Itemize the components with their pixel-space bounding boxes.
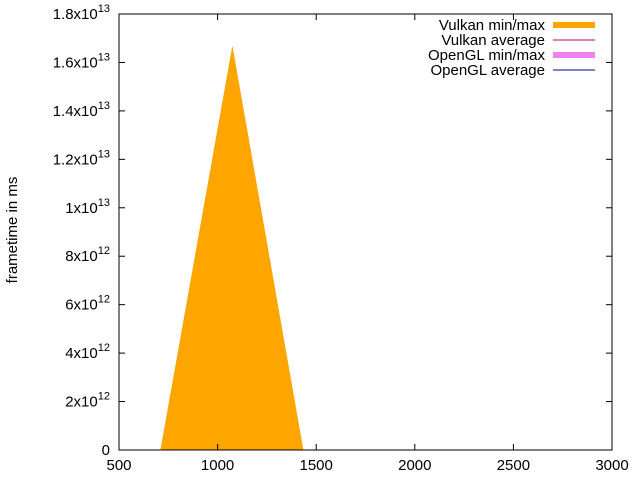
x-axis: 500 1000 1500 2000 2500 3000	[106, 14, 629, 474]
plot-frame	[118, 13, 613, 451]
plot-marks	[160, 45, 304, 450]
series-area-0	[160, 45, 304, 450]
y-tick-label: 4x1012	[65, 342, 110, 362]
y-tick-label: 6x1012	[65, 294, 110, 314]
y-tick-label: 1.4x1013	[53, 100, 110, 120]
legend-swatch	[553, 22, 595, 28]
legend-label: OpenGL average	[430, 62, 545, 79]
y-tick-label: 0	[102, 442, 110, 459]
y-tick-label: 1.2x1013	[53, 148, 110, 168]
y-tick-label: 8x1012	[65, 245, 110, 265]
legend-label: Vulkan average	[441, 32, 545, 49]
y-tick-label: 1.8x1013	[53, 3, 110, 23]
x-tick-label: 1500	[300, 457, 333, 474]
y-tick-label: 2x1012	[65, 391, 110, 411]
legend-label: OpenGL min/max	[428, 47, 545, 64]
y-tick-label: 1.6x1013	[53, 51, 110, 71]
x-tick-label: 3000	[595, 457, 628, 474]
x-tick-label: 500	[106, 457, 131, 474]
legend-label: Vulkan min/max	[439, 17, 546, 34]
x-tick-label: 2500	[497, 457, 530, 474]
y-axis-title: frametime in ms	[4, 177, 21, 284]
x-tick-label: 2000	[398, 457, 431, 474]
y-tick-label: 1x1013	[65, 197, 110, 217]
y-axis: 0 2x1012 4x1012 6x1012 8x1012 1x1013 1.2x1013 1…	[53, 3, 612, 459]
x-tick-label: 1000	[201, 457, 234, 474]
legend-swatch	[553, 52, 595, 58]
